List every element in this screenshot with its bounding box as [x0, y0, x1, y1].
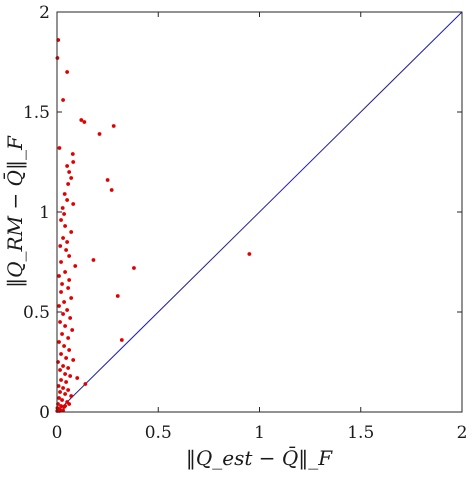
data-point	[83, 382, 88, 386]
data-point	[91, 258, 96, 262]
y-tick-label: 1	[39, 203, 50, 223]
data-point	[68, 374, 73, 378]
data-point	[56, 384, 61, 388]
data-point	[60, 206, 65, 210]
data-point	[67, 402, 72, 406]
x-tick-label: 0	[52, 423, 63, 443]
data-point	[59, 260, 63, 264]
data-point	[69, 394, 74, 398]
data-point	[61, 386, 65, 390]
data-point	[64, 380, 69, 384]
data-point	[68, 316, 73, 320]
data-point	[73, 264, 78, 268]
data-point	[247, 252, 252, 256]
data-point	[58, 368, 62, 372]
data-point	[63, 372, 67, 376]
data-point	[111, 124, 116, 128]
data-point	[65, 70, 70, 74]
data-point	[67, 254, 72, 258]
data-point	[61, 312, 65, 316]
data-point	[61, 236, 65, 240]
x-tick-label: 0.5	[145, 423, 172, 443]
data-point	[57, 274, 61, 278]
data-point	[66, 182, 71, 186]
y-axis-label: ‖Q_RM − Q̄‖_F	[2, 135, 28, 288]
data-point	[60, 398, 64, 402]
data-point	[58, 244, 63, 248]
data-point	[69, 230, 74, 234]
data-point	[60, 282, 64, 286]
data-point	[62, 192, 67, 196]
data-point	[59, 352, 63, 356]
data-point	[63, 270, 67, 274]
data-point	[65, 240, 70, 244]
data-point	[105, 178, 110, 182]
data-points-group	[55, 38, 252, 413]
data-point	[62, 300, 66, 304]
data-point	[59, 404, 63, 408]
data-point	[119, 338, 124, 342]
data-point	[61, 408, 65, 413]
data-point	[67, 170, 72, 174]
data-point	[64, 356, 69, 360]
data-point	[59, 290, 63, 294]
data-point	[59, 378, 63, 382]
data-point	[65, 198, 70, 202]
data-point	[65, 308, 70, 312]
data-point	[109, 188, 114, 192]
data-point	[62, 212, 66, 216]
y-tick-label: 1.5	[23, 103, 50, 123]
data-point	[63, 392, 67, 396]
data-point	[132, 266, 136, 270]
y-tick-label: 0.5	[23, 303, 50, 323]
data-point	[75, 376, 80, 380]
data-point	[67, 348, 72, 352]
data-point	[71, 202, 76, 206]
data-point	[57, 396, 61, 400]
data-point	[57, 304, 61, 308]
x-axis-label: ‖Q_est − Q̄‖_F	[186, 445, 333, 471]
data-point	[66, 286, 71, 290]
data-point	[115, 294, 120, 298]
y-tick-label: 2	[39, 3, 50, 23]
data-point	[57, 340, 61, 344]
data-point	[63, 224, 67, 228]
y-tick-label: 0	[39, 403, 50, 423]
data-point	[58, 390, 62, 394]
reference-line	[56, 11, 463, 413]
data-point	[66, 336, 71, 340]
data-point	[69, 296, 74, 300]
x-tick-label: 1.5	[347, 423, 374, 443]
data-point	[59, 218, 63, 222]
data-point	[70, 152, 75, 156]
data-point	[63, 404, 67, 408]
data-point	[60, 332, 64, 336]
data-point	[67, 278, 72, 282]
x-tick-labels: 0 0.5 1 1.5 2	[52, 423, 468, 443]
data-point	[64, 248, 69, 252]
reference-line-group	[56, 11, 463, 413]
data-point	[65, 164, 70, 168]
y-tick-labels: 0 0.5 1 1.5 2	[23, 3, 50, 423]
data-point	[66, 366, 71, 370]
data-point	[58, 320, 62, 324]
data-point	[66, 388, 71, 392]
data-point	[69, 176, 74, 180]
data-point	[82, 120, 87, 124]
data-point	[97, 132, 102, 136]
data-point	[71, 160, 76, 164]
plot-frame	[56, 11, 463, 413]
data-point	[61, 98, 65, 102]
data-point	[61, 364, 65, 368]
data-point	[57, 146, 62, 150]
data-point	[71, 358, 76, 362]
data-point	[63, 324, 67, 328]
data-point	[62, 344, 66, 348]
x-tick-label: 1	[254, 423, 265, 443]
data-point	[70, 328, 75, 332]
data-point	[79, 118, 84, 122]
x-tick-label: 2	[457, 423, 468, 443]
